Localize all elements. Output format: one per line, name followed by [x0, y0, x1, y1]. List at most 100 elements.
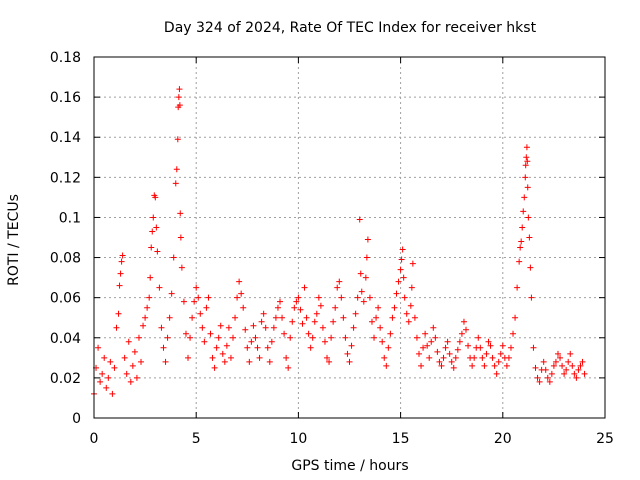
data-point — [330, 318, 337, 325]
data-point — [135, 334, 142, 341]
data-point — [444, 338, 451, 345]
data-point — [177, 210, 184, 217]
data-point — [563, 366, 570, 373]
data-point — [338, 294, 345, 301]
data-point — [426, 354, 433, 361]
data-point — [178, 264, 185, 271]
data-point — [525, 214, 532, 221]
data-point — [211, 364, 218, 371]
data-point — [526, 234, 533, 241]
data-point — [287, 334, 294, 341]
data-point — [254, 344, 261, 351]
data-point — [546, 378, 553, 385]
data-point — [189, 314, 196, 321]
data-point — [238, 290, 245, 297]
data-point — [460, 318, 467, 325]
data-point — [520, 208, 527, 215]
data-point — [153, 224, 160, 231]
data-point — [418, 362, 425, 369]
data-point — [377, 324, 384, 331]
data-point — [117, 270, 124, 277]
data-point — [213, 344, 220, 351]
data-point — [197, 310, 204, 317]
data-point — [113, 324, 120, 331]
x-tick-label: 20 — [494, 431, 512, 447]
data-point — [352, 310, 359, 317]
data-point — [505, 354, 512, 361]
data-point — [532, 364, 539, 371]
data-point — [305, 330, 312, 337]
data-point — [146, 294, 153, 301]
y-tick-label: 0.02 — [50, 371, 81, 387]
data-point — [389, 314, 396, 321]
data-point — [481, 362, 488, 369]
data-point — [277, 298, 284, 305]
data-point — [127, 378, 134, 385]
data-point — [252, 334, 259, 341]
data-point — [489, 354, 496, 361]
data-point — [485, 338, 492, 345]
data-point — [534, 374, 541, 381]
data-point — [518, 238, 525, 245]
data-point — [503, 362, 510, 369]
data-point — [458, 330, 465, 337]
data-point — [180, 298, 187, 305]
data-point — [99, 370, 106, 377]
y-tick-label: 0.18 — [50, 50, 81, 66]
data-point — [140, 322, 147, 329]
data-point — [334, 284, 341, 291]
y-tick-label: 0 — [72, 411, 81, 427]
y-tick-label: 0.12 — [50, 170, 81, 186]
data-point — [201, 338, 208, 345]
plot-frame — [93, 56, 606, 419]
data-point — [436, 358, 443, 365]
data-point — [448, 358, 455, 365]
data-point — [148, 244, 155, 251]
data-point — [307, 344, 314, 351]
data-point — [516, 258, 523, 265]
data-point — [336, 278, 343, 285]
data-point — [358, 288, 365, 295]
data-point — [313, 310, 320, 317]
data-point — [357, 270, 364, 277]
data-point — [262, 324, 269, 331]
data-point — [522, 174, 529, 181]
data-point — [395, 278, 402, 285]
data-point — [571, 370, 578, 377]
data-point — [550, 362, 557, 369]
data-point — [258, 318, 265, 325]
data-point — [565, 358, 572, 365]
data-point — [495, 358, 502, 365]
data-point — [362, 274, 369, 281]
data-point — [381, 354, 388, 361]
data-point — [577, 362, 584, 369]
data-point — [557, 354, 564, 361]
data-point — [246, 358, 253, 365]
data-point — [530, 344, 537, 351]
data-point — [328, 334, 335, 341]
data-point — [342, 334, 349, 341]
data-point — [166, 314, 173, 321]
data-point — [172, 180, 179, 187]
data-point — [573, 374, 580, 381]
data-point — [524, 184, 531, 191]
data-point — [217, 322, 224, 329]
data-point — [575, 366, 582, 373]
data-point — [517, 244, 524, 251]
data-point — [268, 338, 275, 345]
data-point — [158, 324, 165, 331]
data-point — [272, 314, 279, 321]
x-tick-label: 0 — [90, 431, 99, 447]
data-point — [387, 330, 394, 337]
data-point — [368, 318, 375, 325]
data-point — [295, 294, 302, 301]
data-point — [354, 294, 361, 301]
y-tick-label: 0.04 — [50, 331, 81, 347]
x-axis-label: GPS time / hours — [291, 458, 408, 474]
data-point — [234, 294, 241, 301]
data-point — [219, 350, 226, 357]
data-point — [152, 194, 159, 201]
data-point — [121, 354, 128, 361]
data-point — [103, 384, 110, 391]
data-point — [193, 284, 200, 291]
